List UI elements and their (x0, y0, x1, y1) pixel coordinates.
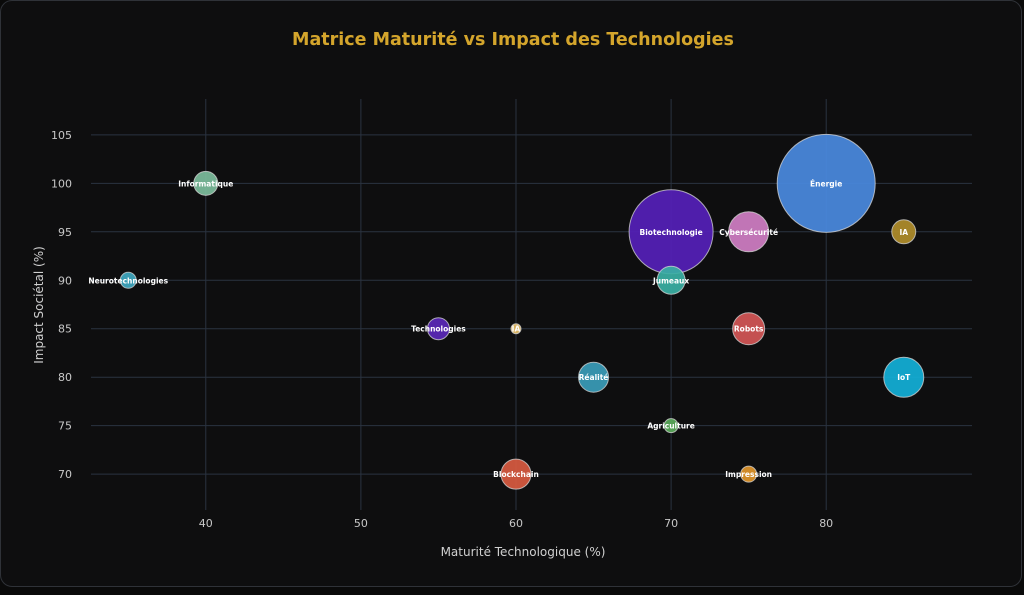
bubble-2[interactable] (728, 211, 770, 253)
y-tick-label: 70 (58, 468, 72, 481)
bubble-3[interactable] (891, 219, 917, 245)
bubble-5[interactable] (119, 271, 137, 289)
x-gridlines (205, 99, 827, 510)
x-axis-label: Maturité Technologique (%) (441, 545, 606, 559)
y-tick-label: 85 (58, 323, 72, 336)
bubble-10[interactable] (578, 361, 610, 393)
bubble-label: IA (899, 228, 908, 237)
bubble-label: Énergie (810, 179, 842, 188)
bubble-label: Réalité (579, 373, 609, 382)
y-tick-label: 90 (58, 274, 72, 287)
y-tick-label: 80 (58, 371, 72, 384)
x-tick-label: 50 (354, 517, 368, 530)
bubble-6[interactable] (656, 265, 686, 295)
bubble-labels: Énergie Biotechnologie Cybersécurité IA Info… (88, 179, 911, 479)
x-tick-label: 70 (664, 517, 678, 530)
y-tick-label: 105 (51, 129, 72, 142)
bubble-label: Blockchain (493, 470, 539, 479)
bubble-label: Informatique (178, 179, 233, 188)
bubble-label: Cybersécurité (719, 228, 778, 237)
x-tick-label: 80 (819, 517, 833, 530)
chart-title: Matrice Maturité vs Impact des Technolog… (292, 30, 734, 50)
y-tick-label: 95 (58, 226, 72, 239)
bubble-0[interactable] (776, 133, 876, 233)
bubble-label: Biotechnologie (640, 228, 703, 237)
bubble-8[interactable] (510, 323, 522, 335)
bubble-label: Technologies (411, 325, 466, 334)
bubble-label: Agriculture (647, 422, 695, 431)
x-tick-label: 40 (199, 517, 213, 530)
bubble-9[interactable] (732, 312, 766, 346)
bubble-4[interactable] (193, 170, 219, 196)
bubble-label: IoT (897, 373, 911, 382)
y-tick-label: 100 (51, 177, 72, 190)
x-tick-labels: 40 50 60 70 80 (199, 517, 833, 530)
bubble-12[interactable] (663, 418, 679, 434)
bubble-label: Impression (725, 470, 772, 479)
y-axis-label: Impact Sociétal (%) (32, 246, 46, 364)
bubble-14[interactable] (740, 465, 758, 483)
bubble-7[interactable] (426, 317, 450, 341)
y-tick-labels: 70 75 80 85 90 95 100 105 (51, 129, 72, 481)
y-tick-label: 75 (58, 420, 72, 433)
bubble-11[interactable] (883, 356, 925, 398)
bubble-label: IA (512, 325, 521, 334)
bubble-label: Robots (734, 325, 764, 334)
bubble-label: Neurotechnologies (88, 276, 168, 285)
bubble-13[interactable] (500, 458, 532, 490)
bubbles (119, 133, 925, 490)
bubble-label: Jumeaux (652, 276, 689, 285)
x-tick-label: 60 (509, 517, 523, 530)
